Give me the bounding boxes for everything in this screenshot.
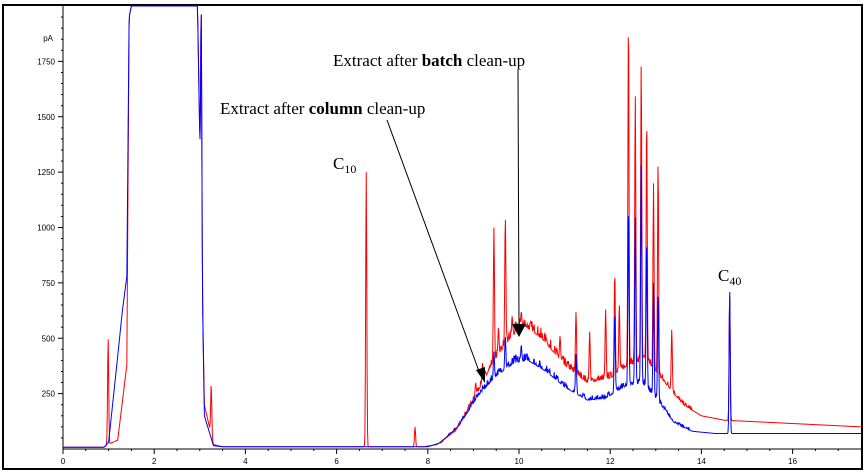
annotations: C10 C40 Extract after batch clean-up Ext… [220, 51, 741, 383]
x-tick-label: 14 [697, 457, 706, 466]
x-tick-label: 6 [334, 457, 339, 466]
y-tick-label: 250 [42, 390, 56, 399]
y-tick-label: 1750 [37, 57, 55, 66]
series-batch-line [63, 5, 862, 448]
x-tick-label: 0 [61, 457, 66, 466]
y-axis-label: pA [43, 34, 53, 43]
c10-label: C10 [333, 154, 356, 176]
x-tick-label: 2 [152, 457, 157, 466]
series-group [63, 5, 862, 448]
x-tick-label: 8 [426, 457, 431, 466]
y-tick-label: 500 [42, 334, 56, 343]
column-arrow-line [386, 119, 481, 375]
y-tick-label: 1500 [37, 113, 55, 122]
y-tick-label: 750 [42, 279, 56, 288]
x-tick-label: 10 [515, 457, 524, 466]
x-tick-label: 12 [606, 457, 615, 466]
c40-label: C40 [718, 266, 741, 288]
x-tick-label: 4 [243, 457, 248, 466]
series-column-line [63, 5, 861, 448]
axes: 250 500 750 1000 1250 1500 1750 pA 0 2 4 6 8 10 12 14 16 [37, 6, 861, 466]
column-annotation-label: Extract after column clean-up [220, 99, 425, 118]
chromatogram-frame [2, 4, 863, 470]
column-arrow-head [476, 367, 485, 383]
y-tick-label: 1000 [37, 224, 55, 233]
batch-arrow-head [512, 324, 526, 337]
batch-annotation-label: Extract after batch clean-up [333, 51, 525, 70]
batch-arrow-line [517, 69, 520, 329]
y-tick-label: 1250 [37, 168, 55, 177]
x-tick-label: 16 [788, 457, 797, 466]
